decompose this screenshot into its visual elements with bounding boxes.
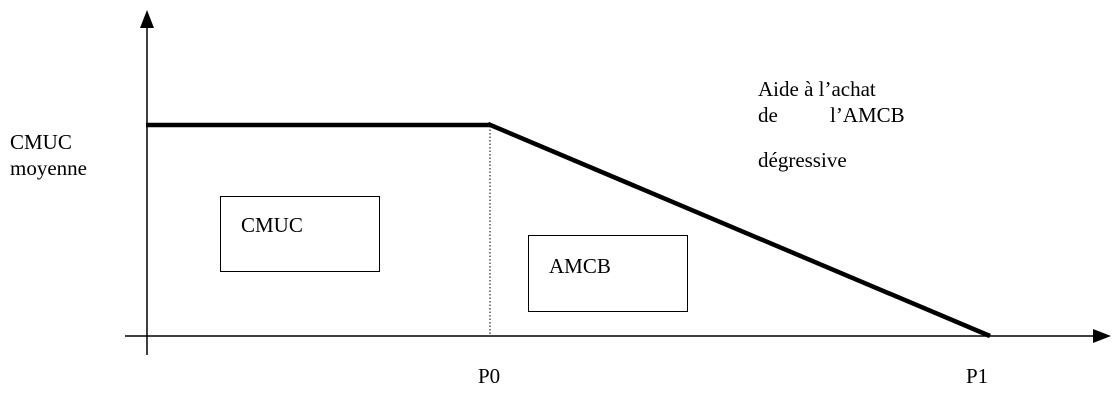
x-tick-label-p1: P1 [966,364,989,388]
x-tick-label-p0: P0 [478,364,501,388]
y-axis-label-line2: moyenne [10,156,87,180]
degressive-aid-line [487,121,991,339]
y-axis-arrowhead [140,10,154,28]
annotation-line2-word2: l’AMCB [830,103,905,127]
y-axis-label-line1: CMUC [10,130,72,154]
cmuc-region-label: CMUC [241,213,303,237]
x-axis-arrowhead [1093,329,1111,343]
amcb-region-box [528,235,688,312]
cmuc-region-box [220,196,380,272]
annotation-line3: dégressive [758,148,847,172]
amcb-region-label: AMCB [549,254,611,278]
annotation-line1: Aide à l’achat [758,77,876,101]
annotation-line2-word1: de [758,103,778,127]
